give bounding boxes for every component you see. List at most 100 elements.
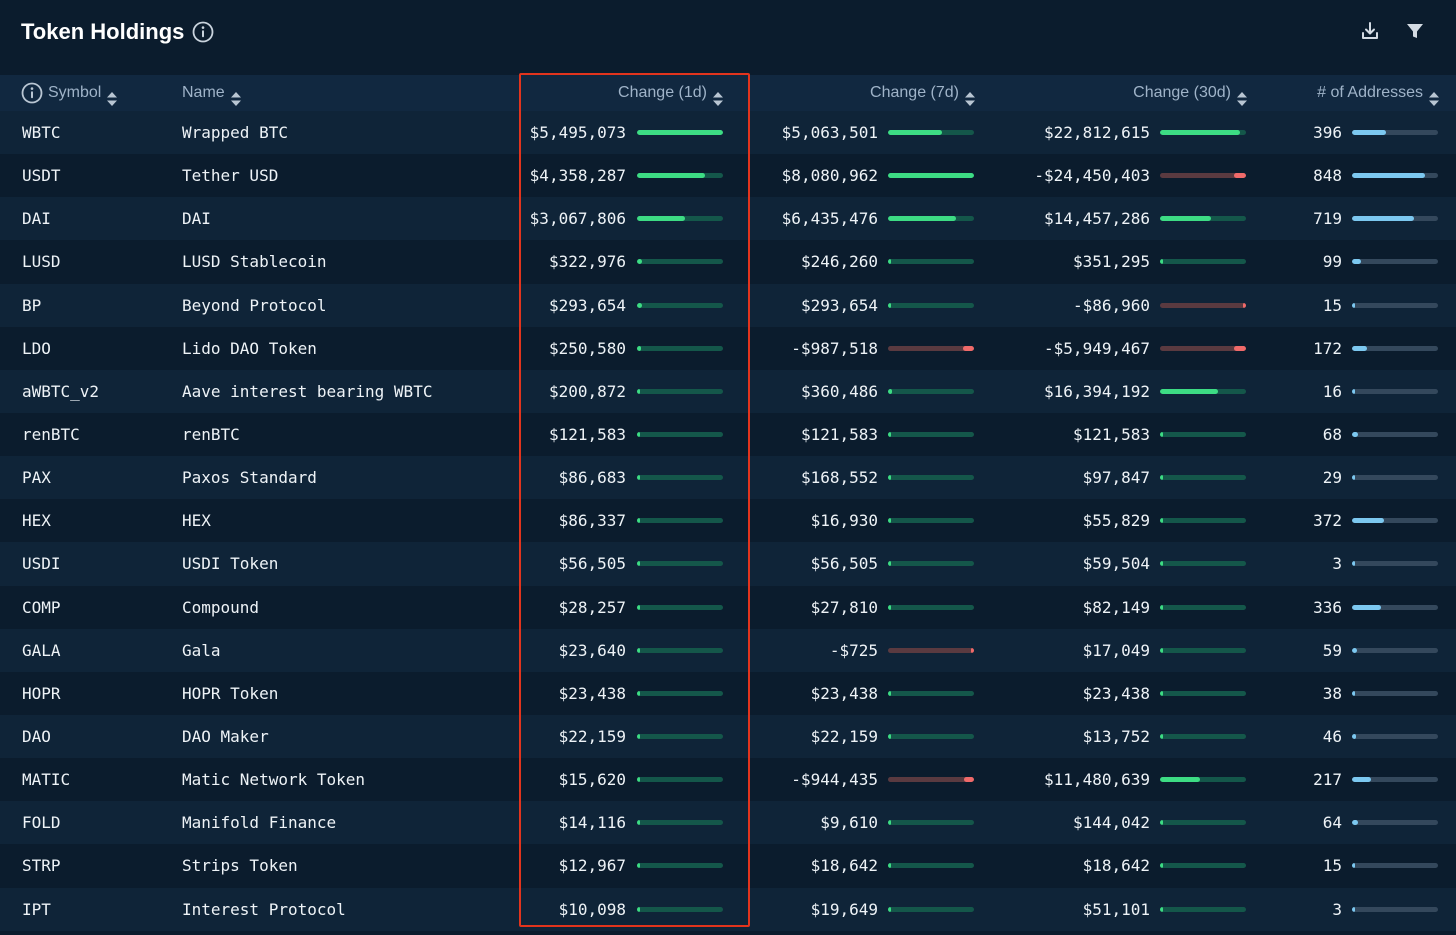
change-1d-value: $12,967: [558, 856, 626, 876]
address-bar: [1352, 863, 1438, 869]
table-row[interactable]: renBTC renBTC $121,583 $121,583 $121,583 68: [0, 412, 1456, 457]
change-7d-bar: [888, 647, 974, 653]
change-1d-bar: [637, 259, 723, 265]
change-1d-bar: [637, 690, 723, 696]
address-bar-fill: [1352, 777, 1371, 783]
change-7d-value: $6,435,476: [781, 209, 878, 229]
change-30d-value: $51,101: [1082, 899, 1150, 919]
change-7d-value: $18,642: [810, 856, 878, 876]
column-header-symbol[interactable]: Symbol: [21, 75, 161, 111]
change-1d-value: $293,654: [548, 295, 626, 315]
change-30d-bar: [1160, 777, 1246, 783]
address-bar: [1352, 130, 1438, 135]
address-bar-fill: [1352, 475, 1355, 481]
change-1d-value: $5,495,073: [529, 123, 626, 142]
change-1d-bar-fill: [637, 690, 640, 696]
table-row[interactable]: USDI USDI Token $56,505 $56,505 $59,504 3: [0, 542, 1456, 586]
change-7d-bar-fill: [888, 216, 956, 222]
table-row[interactable]: USDT Tether USD $4,358,287 $8,080,962 -$24,4…: [0, 154, 1456, 198]
address-count: 29: [1322, 468, 1342, 488]
change-1d-bar: [637, 345, 723, 351]
column-header-change-1d[interactable]: Change (1d): [560, 75, 724, 111]
sort-icon: [712, 85, 724, 106]
column-header-addresses[interactable]: # of Addresses: [1270, 75, 1440, 111]
table-row[interactable]: DAO DAO Maker $22,159 $22,159 $13,752 46: [0, 714, 1456, 759]
address-bar-fill: [1352, 431, 1358, 437]
change-7d-bar-fill: [964, 777, 974, 783]
panel-header: Token Holdings: [0, 0, 1456, 75]
change-7d-value: $16,930: [810, 511, 878, 531]
table-row[interactable]: LDO Lido DAO Token $250,580 -$987,518 -$5,94…: [0, 326, 1456, 370]
page-title-group: Token Holdings: [21, 19, 214, 45]
token-name: Tether USD: [182, 166, 279, 186]
address-bar: [1352, 388, 1438, 394]
column-header-name[interactable]: Name: [182, 75, 382, 111]
address-bar-fill: [1352, 906, 1355, 912]
table-row[interactable]: BP Beyond Protocol $293,654 $293,654 -$86,96…: [0, 283, 1456, 327]
table-row[interactable]: FOLD Manifold Finance $14,116 $9,610 $144,04…: [0, 801, 1456, 845]
address-bar-fill: [1352, 518, 1384, 524]
column-label: Symbol: [48, 84, 102, 101]
change-30d-bar: [1160, 863, 1246, 869]
change-7d-bar-fill: [888, 259, 891, 265]
change-7d-value: $5,063,501: [781, 123, 878, 142]
address-count: 64: [1322, 813, 1342, 833]
address-bar: [1352, 216, 1438, 222]
change-30d-value: $23,438: [1082, 683, 1150, 703]
address-count: 336: [1313, 597, 1342, 617]
table-row[interactable]: DAI DAI $3,067,806 $6,435,476 $14,457,286 719: [0, 197, 1456, 241]
change-7d-bar-fill: [888, 561, 891, 567]
table-row[interactable]: LUSD LUSD Stablecoin $322,976 $246,260 $351,…: [0, 240, 1456, 284]
token-symbol: aWBTC_v2: [22, 381, 100, 401]
change-1d-bar-fill: [637, 302, 642, 308]
token-symbol: DAI: [22, 209, 51, 229]
change-30d-bar: [1160, 906, 1246, 912]
token-symbol: GALA: [22, 640, 61, 660]
table-row[interactable]: COMP Compound $28,257 $27,810 $82,149 336: [0, 585, 1456, 629]
table-row[interactable]: HEX HEX $86,337 $16,930 $55,829 372: [0, 499, 1456, 543]
change-7d-bar: [888, 302, 974, 308]
change-30d-bar: [1160, 173, 1246, 179]
change-1d-bar-fill: [637, 130, 723, 135]
column-header-change-30d[interactable]: Change (30d): [1060, 75, 1248, 111]
change-7d-bar: [888, 863, 974, 869]
change-1d-value: $86,683: [558, 468, 626, 488]
change-1d-value: $10,098: [558, 899, 626, 919]
table-row[interactable]: aWBTC_v2 Aave interest bearing WBTC $200,8…: [0, 369, 1456, 413]
table-row[interactable]: GALA Gala $23,640 -$725 $17,049 59: [0, 628, 1456, 672]
address-count: 59: [1322, 640, 1342, 660]
column-label: Change (1d): [618, 84, 707, 101]
column-header-change-7d[interactable]: Change (7d): [800, 75, 976, 111]
table-row[interactable]: PAX Paxos Standard $86,683 $168,552 $97,847 2…: [0, 456, 1456, 500]
download-button[interactable]: [1358, 21, 1382, 45]
info-icon[interactable]: [192, 21, 214, 43]
change-1d-bar-fill: [637, 388, 640, 394]
change-1d-bar: [637, 820, 723, 826]
table-row[interactable]: HOPR HOPR Token $23,438 $23,438 $23,438 38: [0, 671, 1456, 715]
info-icon[interactable]: [21, 82, 43, 104]
change-1d-value: $200,872: [548, 381, 626, 401]
address-bar: [1352, 345, 1438, 351]
sort-icon: [964, 85, 976, 106]
change-30d-bar-fill: [1160, 820, 1163, 826]
change-7d-value: $360,486: [800, 381, 878, 401]
table-row[interactable]: STRP Strips Token $12,967 $18,642 $18,642 15: [0, 844, 1456, 888]
change-7d-value: $22,159: [810, 726, 878, 746]
change-7d-value: $8,080,962: [781, 166, 878, 186]
change-7d-bar: [888, 216, 974, 222]
change-1d-bar-fill: [637, 259, 642, 265]
address-count: 372: [1313, 511, 1342, 531]
token-symbol: PAX: [22, 468, 51, 488]
address-count: 15: [1322, 856, 1342, 876]
change-30d-bar-fill: [1160, 130, 1240, 135]
table-row[interactable]: MATIC Matic Network Token $15,620 -$944,435…: [0, 758, 1456, 802]
table-row[interactable]: IPT Interest Protocol $10,098 $19,649 $51,10…: [0, 887, 1456, 931]
address-bar-fill: [1352, 130, 1386, 135]
change-30d-bar: [1160, 475, 1246, 481]
change-30d-bar-fill: [1243, 302, 1246, 308]
filter-button[interactable]: [1403, 21, 1427, 45]
table-row[interactable]: WBTC Wrapped BTC $5,495,073 $5,063,501 $22,8…: [0, 111, 1456, 155]
token-symbol: LUSD: [22, 252, 61, 272]
address-bar-fill: [1352, 561, 1355, 567]
change-7d-bar: [888, 259, 974, 265]
